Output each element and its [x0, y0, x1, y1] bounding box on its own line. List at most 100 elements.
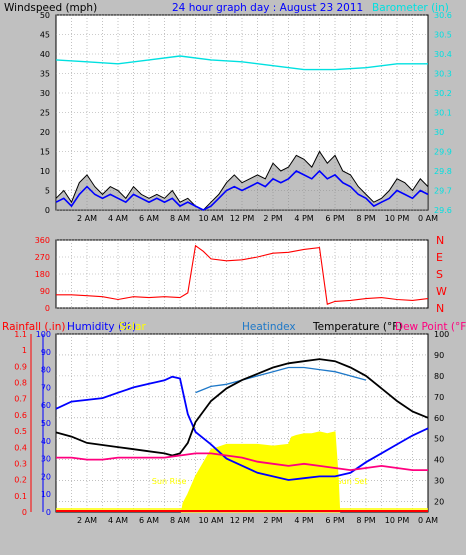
barometer-y-tick-label: 30: [434, 128, 444, 137]
barometer-y-tick-label: 29.8: [434, 167, 452, 176]
temperature-y-tick-label: 60: [434, 414, 444, 423]
barometer-y-tick-label: 29.7: [434, 187, 452, 196]
humidity-y-tick-label: 30: [41, 455, 51, 464]
barometer-y-tick-label: 30.3: [434, 70, 452, 79]
rain-y-tick-label: 0.4: [14, 443, 27, 452]
legend-temperature: Temperature (°F): [312, 321, 402, 333]
barometer-y-tick-label: 30.2: [434, 89, 452, 98]
x-tick-label: 8 PM: [356, 516, 375, 525]
temperature-y-tick-label: 20: [434, 498, 444, 507]
compass-label: W: [436, 285, 447, 298]
x-tick-label: 12 PM: [230, 516, 255, 525]
humidity-y-tick-label: 80: [41, 366, 51, 375]
wind-y-tick-label: 35: [40, 70, 50, 79]
humidity-y-tick-label: 0: [46, 508, 51, 517]
humidity-y-tick-label: 70: [41, 383, 51, 392]
wind-direction-line: [56, 244, 429, 305]
x-tick-label: 2 AM: [77, 516, 97, 525]
rain-y-tick-label: 0: [22, 508, 27, 517]
rain-y-tick-label: 1: [22, 346, 27, 355]
humidity-y-tick-label: 90: [41, 348, 51, 357]
wind-y-tick-label: 40: [40, 50, 50, 59]
humidity-y-tick-label: 60: [41, 401, 51, 410]
x-tick-label: 2 PM: [263, 516, 282, 525]
humidity-y-tick-label: 40: [41, 437, 51, 446]
x-tick-label: 6 PM: [325, 214, 344, 223]
barometer-line: [55, 55, 428, 71]
wind-y-tick-label: 5: [45, 187, 50, 196]
x-tick-label: 8 AM: [170, 516, 190, 525]
x-tick-label: 8 PM: [356, 214, 375, 223]
legend-humidity: Humidity (%): [67, 321, 136, 333]
wind-gust-area: [56, 151, 428, 210]
x-tick-label: 10 AM: [198, 516, 223, 525]
x-tick-label: 4 PM: [294, 516, 313, 525]
windspeed-axis-label: Windspeed (mph): [4, 2, 97, 14]
x-tick-label: 6 AM: [139, 516, 159, 525]
x-tick-label: 6 PM: [325, 516, 344, 525]
barometer-axis-label: Barometer (in): [372, 2, 449, 14]
rain-y-tick-label: 0.9: [14, 362, 27, 371]
rain-y-tick-label: 0.7: [14, 395, 27, 404]
x-tick-label: 4 PM: [294, 214, 313, 223]
x-tick-label: 0 AM: [418, 516, 438, 525]
humidity-y-tick-label: 20: [41, 472, 51, 481]
sunrise-label: Sun Rise: [152, 477, 187, 486]
humidity-y-tick-label: 10: [41, 490, 51, 499]
direction-y-tick-label: 180: [35, 270, 50, 279]
temperature-y-tick-label: 90: [434, 351, 444, 360]
barometer-y-tick-label: 29.9: [434, 148, 452, 157]
barometer-y-tick-label: 30.1: [434, 109, 452, 118]
heatindex-line: [195, 366, 367, 394]
barometer-y-tick-label: 30.6: [434, 11, 452, 20]
x-tick-label: 10 PM: [385, 214, 410, 223]
x-tick-label: 0 AM: [418, 214, 438, 223]
direction-y-tick-label: 360: [35, 236, 50, 245]
rain-y-tick-label: 0.8: [14, 379, 27, 388]
direction-y-tick-label: 0: [45, 304, 50, 313]
temperature-y-tick-label: 40: [434, 456, 444, 465]
compass-label: N: [436, 234, 444, 247]
chart-title: 24 hour graph day : August 23 2011: [172, 2, 363, 14]
legend-solar: Solar: [119, 321, 146, 333]
wind-speed-line: [55, 169, 429, 211]
barometer-y-tick-label: 30.5: [434, 31, 452, 40]
wind-y-tick-label: 50: [40, 11, 50, 20]
rain-y-tick-label: 0.1: [14, 492, 27, 501]
dewpoint-line: [56, 452, 428, 472]
legend-heatindex: Heatindex: [242, 321, 296, 333]
temperature-y-tick-label: 100: [434, 330, 449, 339]
rain-y-tick-label: 0.5: [14, 427, 27, 436]
wind-y-tick-label: 45: [40, 31, 50, 40]
compass-label: E: [436, 251, 443, 264]
wind-y-tick-label: 30: [40, 89, 50, 98]
wind-y-tick-label: 20: [40, 128, 50, 137]
direction-y-tick-label: 90: [40, 287, 50, 296]
legend-dewpoint: Dew Point (°F): [395, 321, 466, 333]
solar-area: [180, 431, 341, 513]
wind-y-tick-label: 15: [40, 148, 50, 157]
x-tick-label: 2 PM: [263, 214, 282, 223]
x-tick-label: 8 AM: [170, 214, 190, 223]
rain-y-tick-label: 0.3: [14, 459, 27, 468]
wind-y-tick-label: 25: [40, 109, 50, 118]
x-tick-label: 6 AM: [139, 214, 159, 223]
wind-gust-line: [55, 150, 429, 211]
humidity-line: [55, 375, 429, 481]
x-tick-label: 2 AM: [77, 214, 97, 223]
wind-y-tick-label: 10: [40, 167, 50, 176]
barometer-y-tick-label: 30.4: [434, 50, 452, 59]
x-tick-label: 10 PM: [385, 516, 410, 525]
x-tick-label: 4 AM: [108, 214, 128, 223]
sunset-label: Sun Set: [337, 477, 368, 486]
temperature-y-tick-label: 80: [434, 372, 444, 381]
temperature-y-tick-label: 70: [434, 393, 444, 402]
temperature-y-tick-label: 50: [434, 435, 444, 444]
rain-y-tick-label: 0.6: [14, 411, 27, 420]
direction-y-tick-label: 270: [35, 253, 50, 262]
x-tick-label: 12 PM: [230, 214, 255, 223]
wind-y-tick-label: 0: [45, 206, 50, 215]
humidity-y-tick-label: 100: [36, 330, 51, 339]
temperature-y-tick-label: 30: [434, 477, 444, 486]
